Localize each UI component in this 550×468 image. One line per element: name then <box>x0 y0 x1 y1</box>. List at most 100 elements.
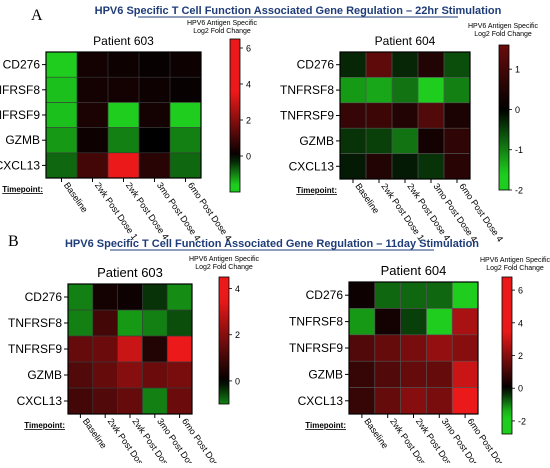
heatmap-cell <box>349 308 376 336</box>
heatmap-cell <box>139 77 171 103</box>
heatmap-cell <box>170 127 202 154</box>
row-label: CD276 <box>25 290 63 304</box>
row-label: CXCL13 <box>17 394 63 408</box>
heatmap-cell <box>426 334 453 362</box>
heatmap-cell <box>418 77 445 104</box>
column-label: Baseline <box>81 416 109 450</box>
row-label: CD276 <box>3 58 41 72</box>
heatmap-cell <box>170 52 202 78</box>
colorbar-tick-label: -2 <box>515 186 523 196</box>
row-label: TNFRSF9 <box>0 108 40 122</box>
heatmap-cell <box>108 152 140 179</box>
heatmap-cell <box>77 77 109 103</box>
colorbar-tick-label: 4 <box>235 284 240 294</box>
colorbar-tick-label: 6 <box>246 44 251 54</box>
heatmap-cell <box>108 52 140 78</box>
chart-title: Patient 603 <box>97 265 163 280</box>
heatmap-a-2: Patient 604 CD276 TNFRSF8 TNFRSF9 GZMB CXCL13… <box>280 23 539 244</box>
panel-b-letter: B <box>8 233 19 250</box>
heatmap-cell <box>92 284 118 311</box>
heatmap-cell <box>374 308 401 336</box>
colorbar-tick-label: 2 <box>246 116 251 126</box>
heatmap-cell <box>170 152 202 179</box>
heatmap-cell <box>142 310 168 337</box>
panel-a-title: HPV6 Specific T Cell Function Associated… <box>95 5 502 17</box>
heatmap-cell <box>392 77 419 104</box>
heatmap-cell <box>452 387 479 415</box>
colorbar-title-line1: HPV6 Antigen Specific <box>468 23 539 30</box>
heatmap-cell <box>167 336 193 363</box>
heatmap-cell <box>68 388 94 415</box>
heatmap-cell <box>117 336 143 363</box>
heatmap-cell <box>426 282 453 309</box>
chart-title: Patient 604 <box>375 34 436 48</box>
heatmap-cell <box>426 361 453 388</box>
heatmap-cell <box>374 334 401 362</box>
colorbar-tick-label: -2 <box>518 416 526 426</box>
heatmap-cell <box>139 102 171 128</box>
heatmap-cell <box>392 102 419 129</box>
heatmap-cell <box>400 387 427 415</box>
colorbar <box>218 276 230 405</box>
heatmap-cell <box>46 77 78 103</box>
colorbar-tick-label: 4 <box>518 318 523 328</box>
heatmap-cell <box>366 52 393 78</box>
heatmap-cell <box>68 362 94 389</box>
row-label: GZMB <box>27 368 62 382</box>
column-label: Baseline <box>362 416 390 450</box>
row-label: TNFRSF8 <box>0 83 40 97</box>
row-label: CD276 <box>306 288 344 302</box>
colorbar-tick-label: 0 <box>518 384 523 394</box>
heatmap-cell <box>418 153 445 180</box>
colorbar-title-line2: Log2 Fold Change <box>474 31 532 38</box>
heatmap-cell <box>349 282 376 309</box>
heatmap-cell <box>77 152 109 179</box>
heatmap-cell <box>77 102 109 128</box>
heatmap-cell <box>117 362 143 389</box>
heatmap-cell <box>142 362 168 389</box>
heatmap-cell <box>142 388 168 415</box>
heatmap-cell <box>444 153 471 180</box>
colorbar-tick-label: 2 <box>235 330 240 340</box>
row-label: TNFRSF9 <box>289 341 343 355</box>
heatmap-cell <box>400 308 427 336</box>
colorbar-tick-label: -1 <box>515 145 523 155</box>
row-label: GZMB <box>308 367 343 381</box>
heatmap-cell <box>400 282 427 309</box>
heatmap-cell <box>374 282 401 309</box>
colorbar-title-line2: Log2 Fold Change <box>195 264 253 271</box>
colorbar-title-line1: HPV6 Antigen Specific <box>189 256 260 263</box>
row-label: TNFRSF8 <box>8 316 62 330</box>
chart-title: Patient 604 <box>381 263 447 278</box>
heatmap-cell <box>46 152 78 179</box>
heatmap-cell <box>68 284 94 311</box>
heatmap-cell <box>142 336 168 363</box>
heatmap-cell <box>444 52 471 78</box>
colorbar-tick-label: 0 <box>515 105 520 115</box>
heatmap-cell <box>392 52 419 78</box>
heatmap-cell <box>108 102 140 128</box>
heatmap-cell <box>426 387 453 415</box>
heatmap-cell <box>349 361 376 388</box>
heatmap-cell <box>167 388 193 415</box>
heatmap-cell <box>139 52 171 78</box>
timepoint-label: Timepoint: <box>2 185 43 194</box>
heatmap-cell <box>400 361 427 388</box>
row-label: TNFRSF8 <box>280 83 334 97</box>
heatmap-cell <box>77 127 109 154</box>
heatmap-cell <box>340 153 367 180</box>
heatmap-cell <box>108 77 140 103</box>
panel-b-title: HPV6 Specific T Cell Function Associated… <box>65 238 479 250</box>
colorbar-tick-label: 0 <box>246 152 251 162</box>
colorbar-tick-label: 6 <box>518 286 523 296</box>
heatmap-cell <box>46 127 78 154</box>
heatmap-cell <box>340 102 367 129</box>
heatmap-cell <box>418 102 445 129</box>
heatmap-cell <box>452 361 479 388</box>
heatmap-cell <box>92 388 118 415</box>
heatmap-cell <box>349 334 376 362</box>
row-label: CXCL13 <box>0 158 40 172</box>
row-label: CXCL13 <box>298 394 344 408</box>
row-label: GZMB <box>299 134 334 148</box>
